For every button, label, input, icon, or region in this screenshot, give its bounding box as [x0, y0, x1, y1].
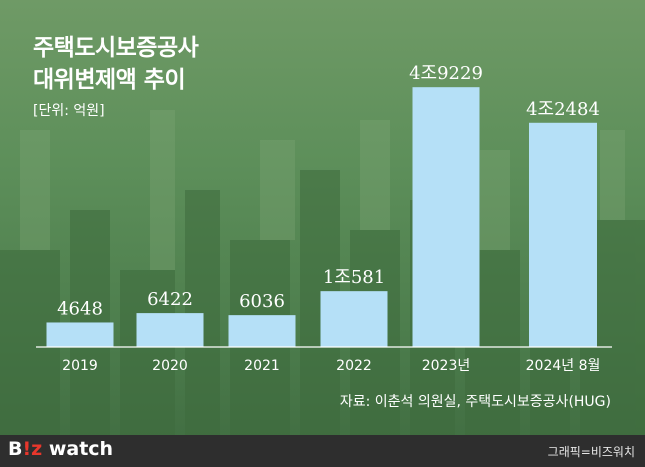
logo-iz: !z: [22, 438, 43, 460]
footer-bar: B!z watch 그래픽=비즈워치: [0, 435, 645, 467]
x-tick-label-2020: 2020: [152, 358, 188, 374]
unit-label: [단위: 억원]: [33, 103, 105, 119]
bar-2022: [320, 291, 388, 347]
logo-watch: watch: [42, 438, 114, 460]
chart-title-line1: 주택도시보증공사: [33, 35, 199, 61]
data-label-2020: 6422: [147, 289, 193, 310]
x-tick-label-2019: 2019: [62, 358, 98, 374]
bar-2019: [46, 322, 114, 347]
x-tick-label-2022: 2022: [336, 358, 372, 374]
graphic-credit: 그래픽=비즈워치: [547, 445, 635, 459]
bar-2024년 8월: [529, 122, 597, 347]
data-label-2019: 4648: [57, 298, 103, 319]
data-label-2022: 1조581: [323, 267, 385, 288]
logo-b: B: [8, 438, 23, 460]
x-tick-label-2023년: 2023년: [422, 358, 471, 374]
bar-2020: [136, 313, 204, 347]
x-tick-label-2021: 2021: [244, 358, 280, 374]
bar-2021: [228, 315, 296, 347]
chart-title-line2: 대위변제액 추이: [33, 67, 186, 93]
bizwatch-logo[interactable]: B!z watch: [8, 438, 113, 460]
data-label-2021: 6036: [239, 291, 285, 312]
data-label-2023년: 4조9229: [409, 63, 483, 84]
bar-chart: 4648 2019 6422 2020 6036 2021 1조581 2022 4조9229 2…: [46, 63, 601, 374]
bar-2023년: [412, 87, 480, 348]
source-note: 자료: 이춘석 의원실, 주택도시보증공사(HUG): [339, 394, 611, 410]
x-tick-label-2024년 8월: 2024년 8월: [526, 358, 601, 374]
data-label-2024년 8월: 4조2484: [526, 99, 600, 120]
